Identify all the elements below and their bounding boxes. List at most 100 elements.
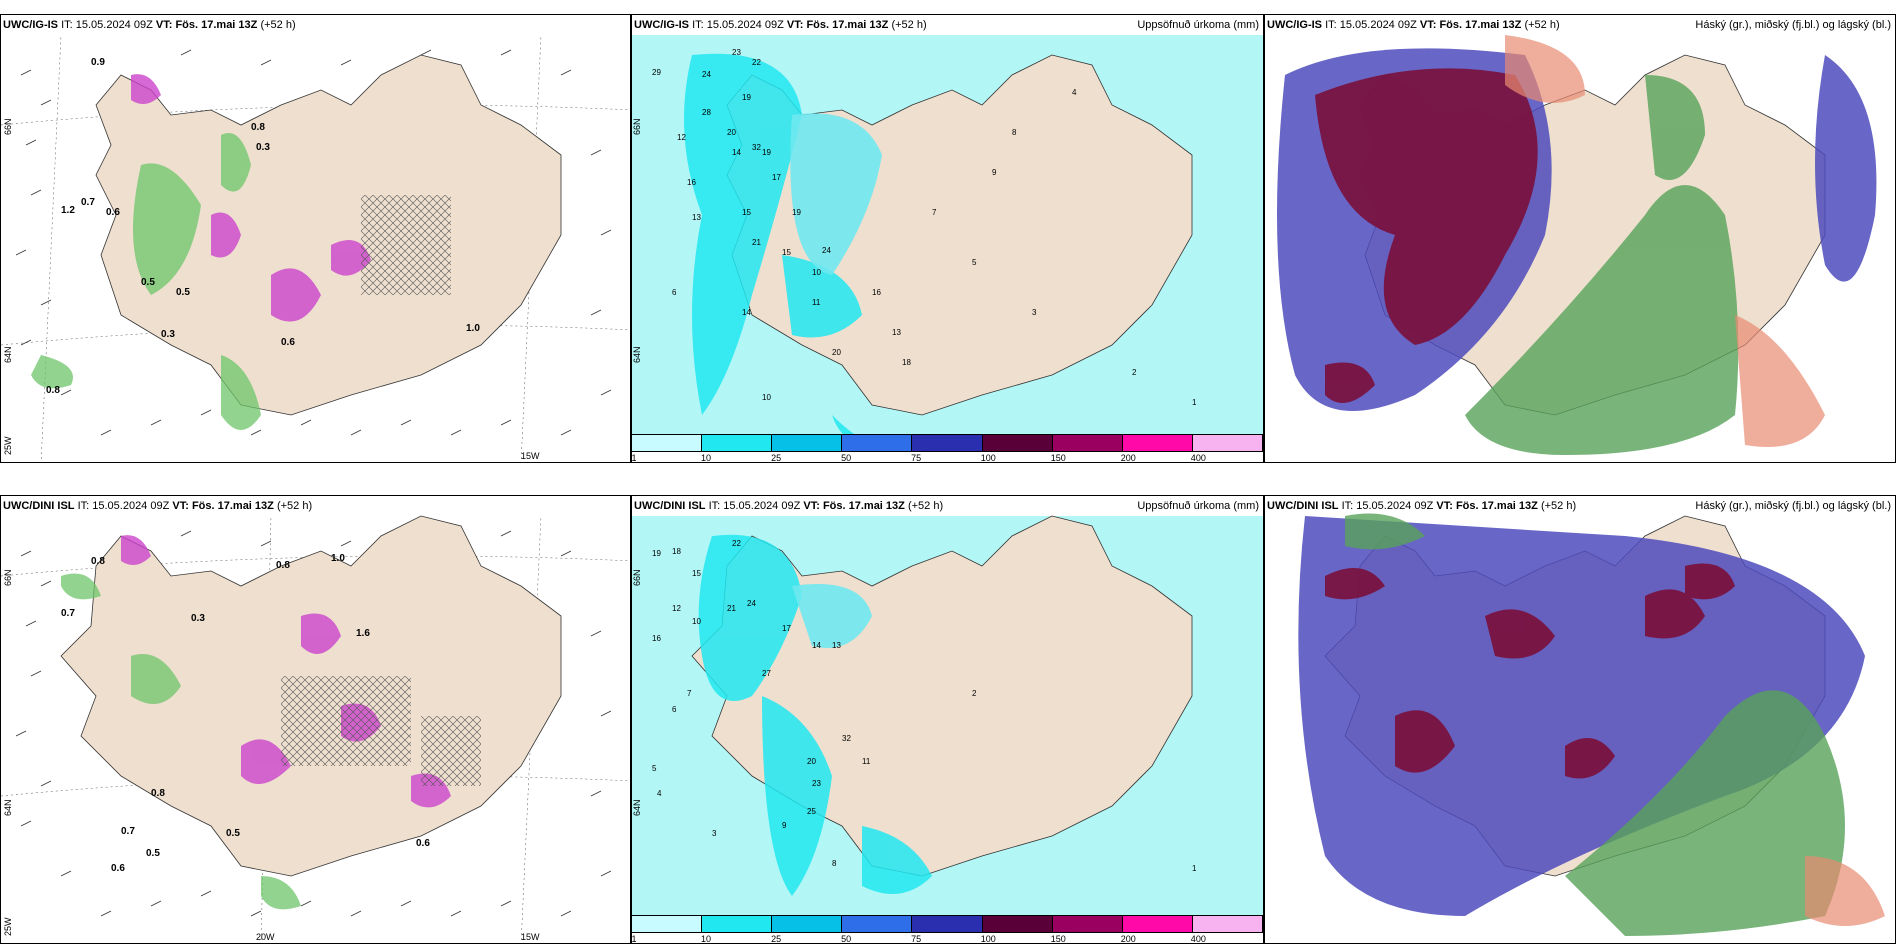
- svg-text:10: 10: [812, 268, 821, 277]
- colorbar-swatch: [632, 435, 703, 451]
- vt-label: VT:: [155, 19, 173, 31]
- panel-title: Háský (gr.), miðský (fj.bl.) og lágský (…: [1695, 500, 1891, 512]
- map-canvas: [1265, 35, 1895, 462]
- lead-time: (+52 h): [1540, 500, 1577, 512]
- it-label: IT:: [61, 19, 73, 31]
- colorbar-swatch: [772, 435, 843, 451]
- point-values: 23 22 29 24 19 28 12 20 19 14 32 17 16 1…: [652, 48, 1197, 407]
- lat-label-64: 64N: [3, 346, 13, 363]
- svg-text:0.6: 0.6: [106, 207, 120, 218]
- model-name: UWC/DINI ISL: [1267, 500, 1339, 512]
- colorbar-tick: 75: [911, 453, 922, 463]
- svg-text:32: 32: [842, 734, 851, 743]
- svg-text:5: 5: [652, 764, 657, 773]
- point-values: 22 19 18 15 21 24 12 16 10 17 13 14 27 3…: [652, 539, 1197, 873]
- svg-text:7: 7: [687, 689, 692, 698]
- precip-green: [31, 133, 261, 430]
- vt-label: VT:: [786, 19, 804, 31]
- colorbar-tick: 100: [980, 453, 996, 463]
- svg-text:12: 12: [672, 604, 681, 613]
- vt-label: VT:: [1419, 19, 1437, 31]
- svg-text:24: 24: [702, 70, 711, 79]
- svg-text:6: 6: [672, 705, 677, 714]
- svg-text:3: 3: [1032, 308, 1037, 317]
- hatched-area: [421, 716, 481, 786]
- svg-text:23: 23: [812, 779, 821, 788]
- it-label: IT:: [692, 19, 704, 31]
- lat-label-64: 64N: [632, 799, 642, 816]
- vt-value: Fös. 17.mai 13Z: [191, 500, 274, 512]
- panel-dini-accum-precip: UWC/DINI ISL IT: 15.05.2024 09Z VT: Fös.…: [631, 495, 1264, 944]
- svg-text:0.8: 0.8: [46, 385, 60, 396]
- svg-text:0.8: 0.8: [151, 788, 165, 799]
- colorbar-tick: 1: [631, 453, 637, 463]
- colorbar-tick: 200: [1120, 453, 1136, 463]
- svg-text:0.5: 0.5: [141, 277, 155, 288]
- map-canvas: [1265, 513, 1895, 943]
- svg-text:0.3: 0.3: [256, 142, 270, 153]
- svg-text:14: 14: [742, 308, 751, 317]
- colorbar-swatch: [912, 435, 983, 451]
- svg-text:0.5: 0.5: [226, 828, 240, 839]
- svg-text:16: 16: [652, 634, 661, 643]
- lat-label-66: 66N: [3, 569, 13, 586]
- vt-value: Fös. 17.mai 13Z: [806, 19, 889, 31]
- lon-label-20w: 20W: [256, 932, 275, 942]
- lead-time: (+52 h): [891, 19, 927, 31]
- colorbar-swatch: [1052, 435, 1123, 451]
- colorbar-swatches: [632, 434, 1263, 452]
- svg-text:22: 22: [752, 58, 761, 67]
- model-name: UWC/IG-IS: [3, 19, 58, 31]
- colorbar-swatch: [1192, 435, 1263, 451]
- svg-text:18: 18: [902, 358, 911, 367]
- svg-text:19: 19: [742, 93, 751, 102]
- svg-text:14: 14: [732, 148, 741, 157]
- svg-text:14: 14: [812, 641, 821, 650]
- svg-text:21: 21: [752, 238, 761, 247]
- svg-text:1: 1: [1192, 864, 1197, 873]
- colorbar-swatch: [912, 916, 983, 932]
- svg-text:0.9: 0.9: [91, 57, 105, 68]
- svg-text:22: 22: [732, 539, 741, 548]
- svg-text:1.6: 1.6: [356, 628, 370, 639]
- colorbar-tick: 25: [771, 934, 782, 944]
- svg-text:17: 17: [772, 173, 781, 182]
- svg-text:0.5: 0.5: [176, 287, 190, 298]
- svg-text:18: 18: [672, 547, 681, 556]
- precip-mid: [792, 584, 872, 648]
- colorbar: 1 10 25 50 75 100 150 200 400: [632, 434, 1263, 462]
- lat-label-66: 66N: [3, 118, 13, 135]
- colorbar: 1 10 25 50 75 100 150 200 400: [632, 915, 1263, 943]
- it-value: 15.05.2024 09Z: [92, 500, 170, 512]
- vt-value: Fös. 17.mai 13Z: [1455, 500, 1538, 512]
- map-canvas: 0.8 1.0 0.7 0.3 0.5 0.7 0.8 0.6 0.5 1.6 …: [1, 515, 630, 943]
- it-value: 15.05.2024 09Z: [1356, 500, 1434, 512]
- svg-text:1.0: 1.0: [331, 553, 345, 564]
- precip-blue: [684, 53, 872, 445]
- svg-text:0.7: 0.7: [121, 826, 135, 837]
- precip-green: [61, 573, 301, 910]
- svg-text:16: 16: [687, 178, 696, 187]
- it-label: IT:: [1325, 19, 1337, 31]
- colorbar-swatch: [1122, 435, 1193, 451]
- svg-text:10: 10: [762, 393, 771, 402]
- colorbar-tick: 50: [841, 453, 852, 463]
- point-values: 0.8 1.0 0.7 0.3 0.5 0.7 0.8 0.6 0.5 1.6 …: [61, 553, 430, 874]
- svg-text:5: 5: [972, 258, 977, 267]
- it-label: IT:: [1341, 500, 1354, 512]
- svg-text:19: 19: [652, 549, 661, 558]
- lat-label-64: 64N: [3, 799, 13, 816]
- colorbar-tick: 400: [1190, 934, 1206, 944]
- svg-text:24: 24: [747, 599, 756, 608]
- svg-text:17: 17: [782, 624, 791, 633]
- svg-text:0.8: 0.8: [251, 122, 265, 133]
- svg-text:27: 27: [762, 669, 771, 678]
- colorbar-tick: 150: [1050, 453, 1066, 463]
- cloud-low: [1315, 68, 1538, 403]
- svg-text:13: 13: [832, 641, 841, 650]
- svg-text:11: 11: [862, 757, 871, 766]
- svg-text:1.2: 1.2: [61, 205, 75, 216]
- map-canvas: 23 22 29 24 19 28 12 20 19 14 32 17 16 1…: [632, 35, 1263, 445]
- svg-text:6: 6: [672, 288, 677, 297]
